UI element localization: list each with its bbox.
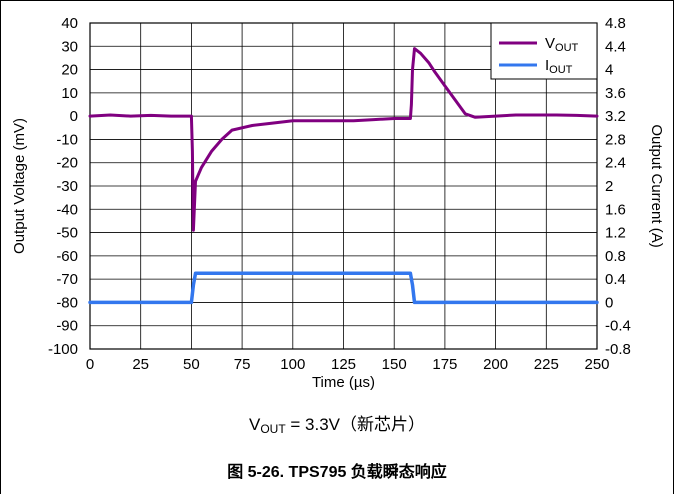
right-y-tick-label: 0 <box>605 294 613 311</box>
left-y-tick-label: 10 <box>61 85 78 102</box>
load-transient-chart: 0 25 50 75 100 125 150 175 200 225 250 403020100-1… <box>11 15 665 391</box>
x-tick-label: 25 <box>132 356 149 373</box>
right-y-tick-label: 0.8 <box>605 248 626 265</box>
right-y-tick-label: 1.2 <box>605 225 626 242</box>
x-tick-labels: 0 25 50 75 100 125 150 175 200 225 250 <box>86 356 610 373</box>
left-y-tick-label: -100 <box>48 341 78 358</box>
right-y-tick-label: -0.4 <box>605 318 631 335</box>
left-y-tick-label: -10 <box>56 131 78 148</box>
chart-caption: VOUT = 3.3V（新芯片） <box>0 410 674 436</box>
plot-area <box>89 22 598 350</box>
series-layer <box>88 47 599 305</box>
x-tick-label: 250 <box>584 356 609 373</box>
left-y-tick-label: -90 <box>56 318 78 335</box>
legend-label-sub: OUT <box>555 42 579 54</box>
left-y-tick-label: -50 <box>56 225 78 242</box>
right-y-tick-label: 3.2 <box>605 108 626 125</box>
x-axis-label: Time (µs) <box>312 374 375 391</box>
x-tick-label: 0 <box>86 356 94 373</box>
legend-label-main: V <box>545 35 555 52</box>
left-y-tick-label: -70 <box>56 271 78 288</box>
caption-subscript: OUT <box>260 422 286 436</box>
left-y-tick-label: -40 <box>56 201 78 218</box>
x-tick-label: 225 <box>534 356 559 373</box>
legend-label-sub: OUT <box>549 64 573 76</box>
right-y-tick-label: 2.8 <box>605 131 626 148</box>
figure-title: 图 5-26. TPS795 负载瞬态响应 <box>227 464 447 481</box>
legend-label: IOUT <box>545 57 573 76</box>
right-y-tick-label: 3.6 <box>605 85 626 102</box>
right-y-tick-label: 4 <box>605 62 613 79</box>
right-y-tick-labels: 4.8 4.4 4 3.6 3.2 2.8 2.4 2 1.6 1.2 0.8 0.4 0 -0.4 -0.… <box>605 15 631 358</box>
caption-suffix: = 3.3V（新芯片） <box>285 415 426 434</box>
left-y-tick-label: -80 <box>56 294 78 311</box>
legend-box <box>490 22 598 80</box>
x-tick-label: 150 <box>382 356 407 373</box>
left-y-tick-labels: 40 30 20 10 0 -10 -20 -30 -40 -50 -60 -70 -80 -90 -100 <box>48 15 78 358</box>
right-y-tick-label: 4.8 <box>605 15 626 32</box>
x-tick-label: 75 <box>234 356 251 373</box>
right-y-tick-label: 2.4 <box>605 155 626 172</box>
legend-label-main: I <box>545 57 549 74</box>
left-y-tick-label: -20 <box>56 155 78 172</box>
right-y-tick-label: 2 <box>605 178 613 195</box>
x-tick-label: 100 <box>280 356 305 373</box>
left-y-tick-label: 40 <box>61 15 78 32</box>
x-tick-label: 175 <box>432 356 457 373</box>
caption-prefix: V <box>248 415 261 434</box>
left-y-tick-label: -60 <box>56 248 78 265</box>
series-line-i-out <box>88 271 599 305</box>
right-y-tick-label: -0.8 <box>605 341 631 358</box>
left-y-tick-label: 0 <box>70 108 78 125</box>
right-y-tick-label: 1.6 <box>605 201 626 218</box>
right-y-axis-label: Output Current (A) <box>648 124 665 247</box>
x-tick-label: 200 <box>483 356 508 373</box>
right-y-tick-label: 0.4 <box>605 271 626 288</box>
x-tick-label: 50 <box>183 356 200 373</box>
x-tick-label: 125 <box>331 356 356 373</box>
left-y-tick-label: -30 <box>56 178 78 195</box>
left-y-tick-label: 30 <box>61 38 78 55</box>
legend-label: VOUT <box>545 35 579 54</box>
left-y-axis-label: Output Voltage (mV) <box>11 118 28 254</box>
right-y-tick-label: 4.4 <box>605 38 626 55</box>
series-line-v-out <box>88 47 599 232</box>
left-y-tick-label: 20 <box>61 62 78 79</box>
